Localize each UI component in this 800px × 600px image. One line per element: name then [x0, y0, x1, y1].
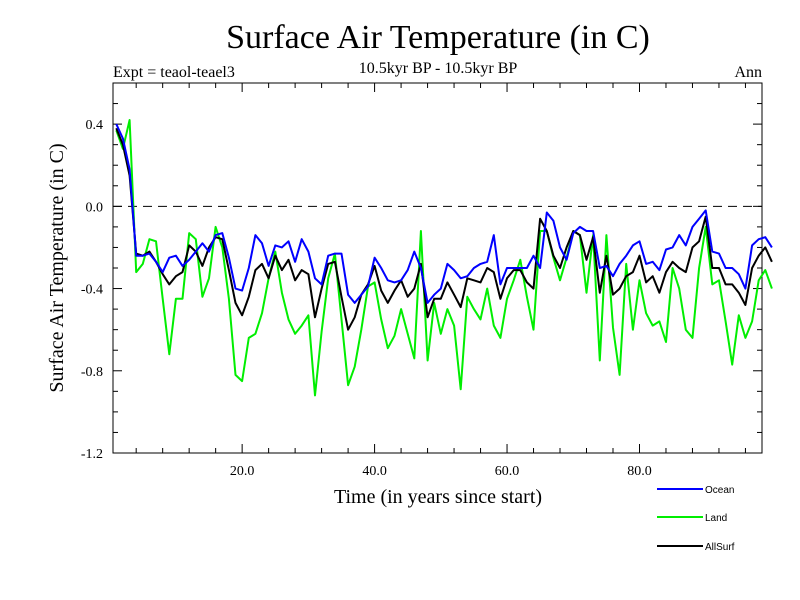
series-line-land — [115, 119, 773, 397]
plot-area: -1.2 -0.8 -0.4 0.0 0.4 20.0 40.0 60.0 80.0 — [81, 82, 773, 479]
season-label: Ann — [734, 64, 762, 81]
y-tick-label: -0.4 — [81, 283, 103, 298]
x-tick-label: 60.0 — [495, 464, 520, 479]
experiment-label: Expt = teaol-teael3 — [113, 64, 235, 81]
legend-label-ocean: Ocean — [705, 485, 734, 496]
legend: Ocean Land AllSurf — [657, 485, 735, 553]
x-tick-label: 80.0 — [627, 464, 652, 479]
y-tick-label: -1.2 — [81, 447, 103, 462]
series-line-ocean — [115, 123, 773, 304]
x-tick-label: 20.0 — [230, 464, 255, 479]
legend-label-allsurf: AllSurf — [705, 542, 735, 553]
y-axis-label: Surface Air Temperature (in C) — [46, 143, 68, 392]
x-tick-label: 40.0 — [362, 464, 387, 479]
y-tick-label: 0.4 — [86, 118, 104, 133]
legend-label-land: Land — [705, 513, 727, 524]
chart-subtitle: 10.5kyr BP - 10.5kyr BP — [359, 60, 518, 77]
y-tick-label: -0.8 — [81, 365, 103, 380]
series-line-allsurf — [115, 127, 773, 331]
x-axis-label: Time (in years since start) — [334, 486, 542, 508]
y-tick-label: 0.0 — [86, 200, 104, 215]
chart-title: Surface Air Temperature (in C) — [226, 19, 650, 56]
